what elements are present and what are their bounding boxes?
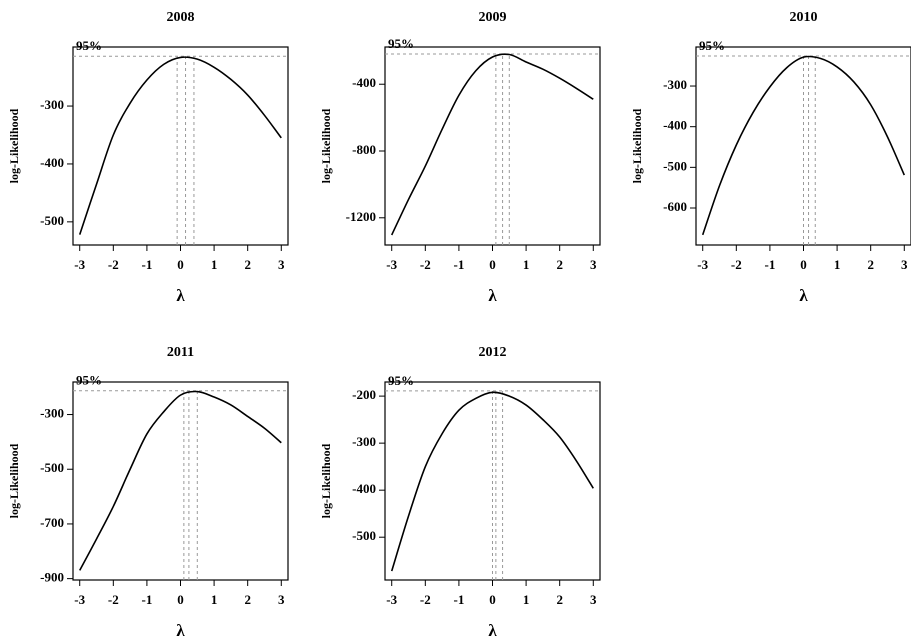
x-tick-label: -1 xyxy=(453,592,464,607)
ci-annotation: 95% xyxy=(699,38,725,53)
x-tick-label: 3 xyxy=(590,257,597,272)
x-tick-label: 1 xyxy=(834,257,841,272)
chart-title: 2010 xyxy=(790,10,818,25)
x-tick-label: 1 xyxy=(211,592,218,607)
y-tick-label: -400 xyxy=(352,75,376,90)
y-tick-label: -500 xyxy=(40,460,64,475)
y-axis-label: log-Likelihood xyxy=(7,443,21,518)
y-tick-label: -700 xyxy=(40,515,64,530)
x-tick-label: 2 xyxy=(244,257,251,272)
x-tick-label: -2 xyxy=(108,592,119,607)
x-tick-label: -3 xyxy=(386,592,397,607)
x-tick-label: -2 xyxy=(731,257,742,272)
x-tick-label: 1 xyxy=(523,257,530,272)
y-tick-label: -300 xyxy=(40,97,64,112)
x-tick-label: -2 xyxy=(420,257,431,272)
y-axis-label: log-Likelihood xyxy=(319,443,333,518)
x-tick-label: 2 xyxy=(867,257,874,272)
likelihood-curve xyxy=(390,53,594,236)
panel: 2010 -3 -2 -1 0 1 2 3 -600 -500 -400 -300 λ log-Likel… xyxy=(630,10,911,305)
y-tick-label: -400 xyxy=(663,118,687,133)
ci-annotation: 95% xyxy=(76,38,102,53)
y-tick-label: -600 xyxy=(663,199,687,214)
x-tick-label: -3 xyxy=(386,257,397,272)
likelihood-curve xyxy=(79,390,282,571)
x-tick-label: -1 xyxy=(141,592,152,607)
panel: 2009 -3 -2 -1 0 1 2 3 -1200 -800 -400 λ log-Likeliho… xyxy=(319,10,601,305)
chart-title: 2012 xyxy=(479,345,507,360)
y-tick-label: -400 xyxy=(40,155,64,170)
ci-annotation: 95% xyxy=(388,373,414,388)
likelihood-curve xyxy=(390,391,594,572)
y-tick-label: -500 xyxy=(352,528,376,543)
y-tick-label: -800 xyxy=(352,142,376,157)
x-tick-label: 2 xyxy=(556,257,563,272)
panel: 2008 -3 -2 -1 0 1 2 3 -500 -400 -300 λ log-Likelihoo… xyxy=(7,10,289,305)
x-tick-label: -2 xyxy=(420,592,431,607)
x-tick-label: -3 xyxy=(74,592,85,607)
ci-annotation: 95% xyxy=(76,373,102,388)
x-tick-label: -3 xyxy=(74,257,85,272)
y-axis-label: log-Likelihood xyxy=(319,108,333,183)
x-tick-label: -1 xyxy=(764,257,775,272)
chart-title: 2011 xyxy=(167,345,194,360)
y-tick-label: -500 xyxy=(663,158,687,173)
x-tick-label: -3 xyxy=(697,257,708,272)
x-tick-label: 0 xyxy=(177,592,184,607)
plot-frame xyxy=(72,46,289,246)
x-tick-label: 0 xyxy=(489,592,496,607)
y-tick-label: -900 xyxy=(40,570,64,585)
ci-annotation: 95% xyxy=(388,36,414,51)
panel: 2012 -3 -2 -1 0 1 2 3 -500 -400 -300 -200 λ log-Likel… xyxy=(319,345,601,640)
x-tick-label: 0 xyxy=(800,257,807,272)
x-axis-label: λ xyxy=(799,286,808,305)
x-tick-label: 3 xyxy=(278,592,285,607)
chart-title: 2009 xyxy=(479,10,507,25)
x-axis-label: λ xyxy=(488,621,497,640)
x-axis-label: λ xyxy=(176,286,185,305)
y-tick-label: -400 xyxy=(352,481,376,496)
y-tick-label: -1200 xyxy=(346,209,376,224)
x-tick-label: -1 xyxy=(141,257,152,272)
y-tick-label: -200 xyxy=(352,387,376,402)
likelihood-curve xyxy=(701,55,906,236)
x-tick-label: 3 xyxy=(901,257,908,272)
plot-frame xyxy=(384,46,601,246)
likelihood-curve xyxy=(78,56,282,235)
x-tick-label: 1 xyxy=(523,592,530,607)
x-axis-label: λ xyxy=(488,286,497,305)
y-tick-label: -300 xyxy=(352,434,376,449)
x-tick-label: -1 xyxy=(453,257,464,272)
x-tick-label: 3 xyxy=(590,592,597,607)
chart-title: 2008 xyxy=(167,10,195,25)
y-tick-label: -500 xyxy=(40,213,64,228)
y-tick-label: -300 xyxy=(40,406,64,421)
x-tick-label: 2 xyxy=(556,592,563,607)
x-tick-label: 1 xyxy=(211,257,218,272)
panel: 2011 -3 -2 -1 0 1 2 3 -900 -700 -500 -300 λ log-Likel… xyxy=(7,345,289,640)
x-tick-label: -2 xyxy=(108,257,119,272)
x-axis-label: λ xyxy=(176,621,185,640)
y-axis-label: log-Likelihood xyxy=(7,108,21,183)
y-tick-label: -300 xyxy=(663,77,687,92)
x-tick-label: 2 xyxy=(244,592,251,607)
plot-frame xyxy=(72,381,289,581)
x-tick-label: 0 xyxy=(177,257,184,272)
y-axis-label: log-Likelihood xyxy=(630,108,644,183)
x-tick-label: 3 xyxy=(278,257,285,272)
x-tick-label: 0 xyxy=(489,257,496,272)
